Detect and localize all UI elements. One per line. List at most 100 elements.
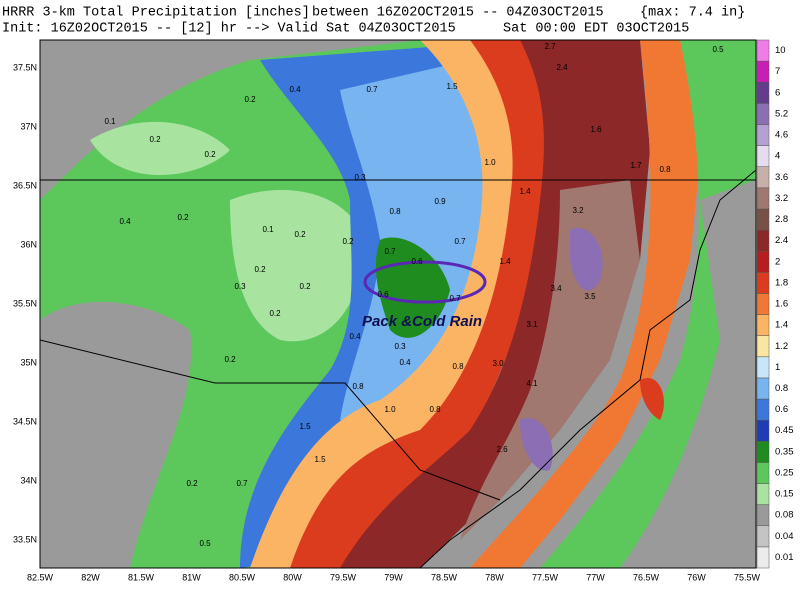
header-local: Sat 00:00 EDT 03OCT2015 <box>503 22 689 37</box>
lon-label: 81W <box>182 572 201 582</box>
header-max: {max: 7.4 in} <box>640 6 745 21</box>
colorbar-label: 1.4 <box>775 320 788 331</box>
colorbar-swatch <box>756 335 770 358</box>
colorbar-label: 5.2 <box>775 108 788 119</box>
colorbar-swatch <box>756 124 770 146</box>
map-value-label: 0.1 <box>104 117 116 126</box>
map-value-label: 0.1 <box>262 225 274 234</box>
colorbar-swatch <box>756 462 770 484</box>
map-value-label: 1.5 <box>446 82 458 91</box>
map-value-label: 3.2 <box>572 206 584 215</box>
lon-label: 76.5W <box>633 572 660 582</box>
lon-label: 77W <box>586 572 605 582</box>
lat-label: 34.5N <box>13 416 37 426</box>
colorbar-label: 0.25 <box>775 467 794 478</box>
map-value-label: 0.8 <box>429 405 441 414</box>
colorbar-label: 1 <box>775 362 780 373</box>
map-value-label: 0.6 <box>411 257 423 266</box>
annotation: Pack &Cold Rain <box>362 313 482 330</box>
map-value-label: 1.5 <box>314 455 326 464</box>
colorbar-label: 0.15 <box>775 489 794 500</box>
colorbar-label: 0.6 <box>775 404 788 415</box>
colorbar-label: 0.35 <box>775 446 794 457</box>
map-value-label: 0.2 <box>177 213 189 222</box>
map-value-label: 0.8 <box>659 165 671 174</box>
map-value-label: 1.5 <box>299 422 311 431</box>
map-value-label: 3.0 <box>492 359 504 368</box>
map-value-label: 0.8 <box>389 207 401 216</box>
map-value-label: 0.4 <box>289 85 301 94</box>
lat-label: 36N <box>20 239 37 249</box>
colorbar-swatch <box>756 250 770 273</box>
colorbar-swatch <box>756 356 770 379</box>
lon-label: 79W <box>384 572 403 582</box>
colorbar-swatch <box>756 187 770 210</box>
colorbar-label: 10 <box>775 45 786 56</box>
lon-label: 78W <box>485 572 504 582</box>
map-value-label: 0.3 <box>354 173 366 182</box>
map-value-label: 3.1 <box>526 320 538 329</box>
map-value-label: 0.4 <box>349 332 361 341</box>
lon-label: 76W <box>687 572 706 582</box>
colorbar-label: 7 <box>775 66 780 77</box>
colorbar-swatch <box>756 441 770 463</box>
map-value-label: 1.6 <box>590 125 602 134</box>
colorbar-swatch <box>756 525 770 548</box>
map-value-label: 1.4 <box>519 187 531 196</box>
colorbar-label: 6 <box>775 87 780 98</box>
colorbar-swatch <box>756 39 770 62</box>
colorbar-label: 0.04 <box>775 531 794 542</box>
map-value-label: 0.7 <box>384 247 396 256</box>
map-value-label: 0.2 <box>244 95 256 104</box>
map-value-label: 0.8 <box>452 362 464 371</box>
map-value-label: 0.2 <box>186 479 198 488</box>
map-value-label: 0.4 <box>399 358 411 367</box>
lat-label: 34N <box>20 475 37 485</box>
lon-label: 82W <box>81 572 100 582</box>
lon-label: 75.5W <box>734 572 761 582</box>
colorbar-label: 1.8 <box>775 277 788 288</box>
map-value-label: 0.2 <box>294 230 306 239</box>
map-value-label: 0.7 <box>449 294 461 303</box>
lon-label: 78.5W <box>431 572 458 582</box>
lon-label: 79.5W <box>330 572 357 582</box>
map-value-label: 2.6 <box>496 445 508 454</box>
colorbar-label: 1.6 <box>775 299 788 310</box>
colorbar-swatch <box>756 419 770 442</box>
colorbar-label: 1.2 <box>775 341 788 352</box>
map-value-label: 4.1 <box>526 379 538 388</box>
map-value-label: 0.7 <box>236 479 248 488</box>
lon-label: 81.5W <box>128 572 155 582</box>
map-value-label: 0.7 <box>366 85 378 94</box>
lat-label: 33.5N <box>13 534 37 544</box>
colorbar-swatch <box>756 272 770 294</box>
colorbar-label: 0.08 <box>775 510 794 521</box>
colorbar-label: 0.8 <box>775 383 788 394</box>
header-init: Init: 16Z02OCT2015 -- [12] hr --> Valid … <box>2 22 456 37</box>
map-value-label: 2.4 <box>556 63 568 72</box>
map-value-label: 0.9 <box>434 197 446 206</box>
map-value-label: 3.4 <box>550 284 562 293</box>
colorbar-swatch <box>756 377 770 400</box>
colorbar-label: 0.45 <box>775 425 794 436</box>
map-value-label: 0.2 <box>299 282 311 291</box>
lat-label: 36.5N <box>13 180 37 190</box>
map-value-label: 0.3 <box>234 282 246 291</box>
lat-label: 37.5N <box>13 62 37 72</box>
colorbar-swatch <box>756 398 770 421</box>
lat-label: 37N <box>20 121 37 131</box>
map-value-label: 1.0 <box>484 158 496 167</box>
colorbar-label: 3.6 <box>775 172 788 183</box>
highlight-ellipse <box>363 260 487 304</box>
colorbar-swatch <box>756 166 770 189</box>
colorbar-label: 4.6 <box>775 130 788 141</box>
map-value-label: 3.5 <box>584 292 596 301</box>
map-value-label: 2.7 <box>544 42 556 51</box>
map-value-label: 0.6 <box>377 290 389 299</box>
colorbar-swatch <box>756 546 770 569</box>
lon-label: 77.5W <box>532 572 559 582</box>
colorbar-label: 2.8 <box>775 214 788 225</box>
map-value-label: 0.4 <box>119 217 131 226</box>
lon-label: 80W <box>283 572 302 582</box>
colorbar-swatch <box>756 81 770 104</box>
